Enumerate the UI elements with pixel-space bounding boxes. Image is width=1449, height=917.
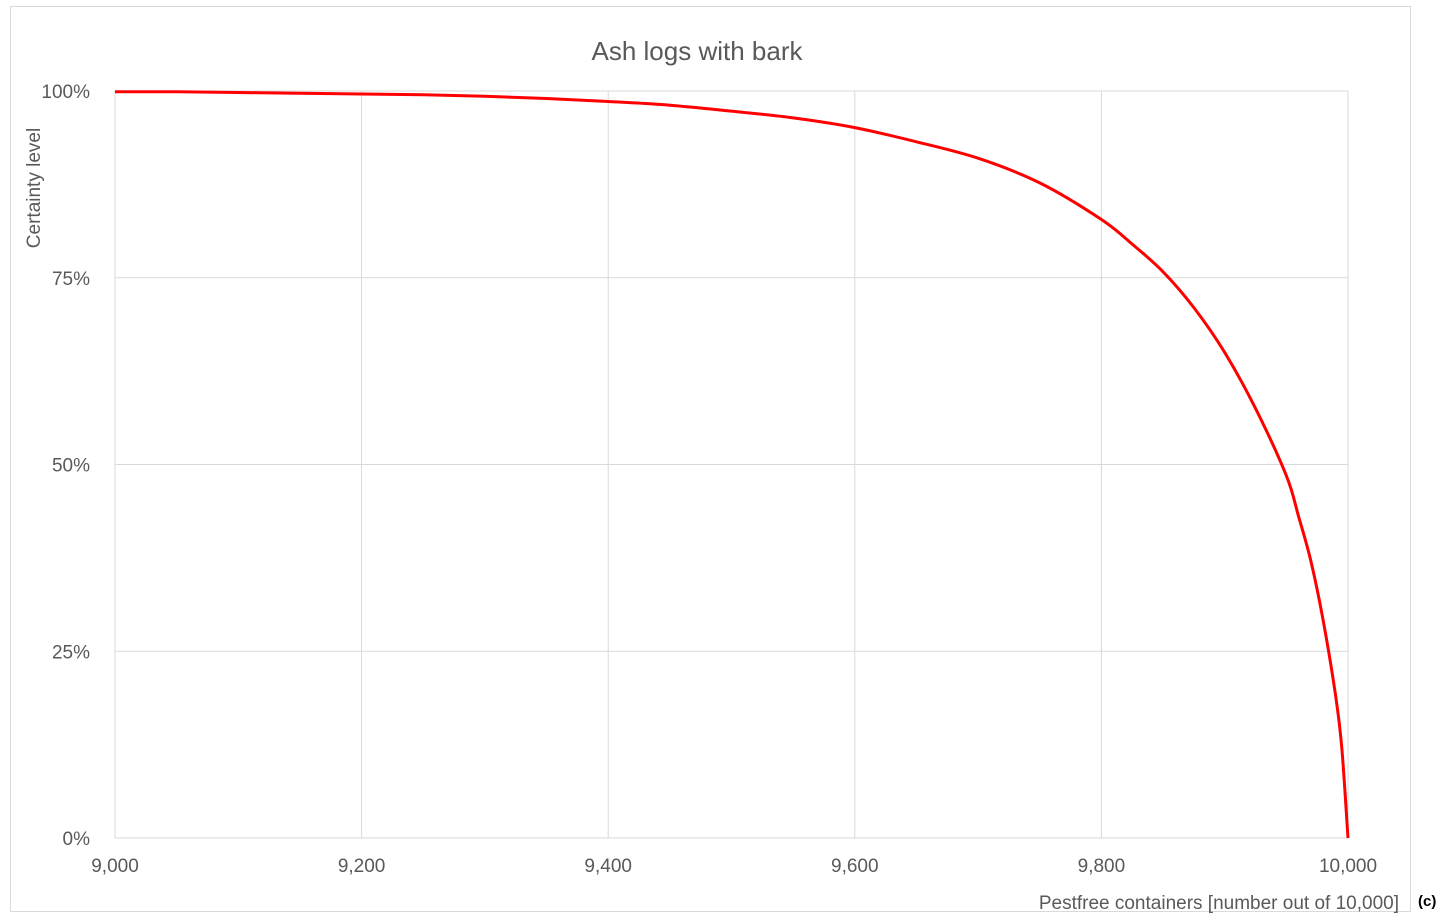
y-tick-label: 100%	[41, 82, 90, 103]
x-tick-label: 10,000	[1319, 856, 1377, 877]
chart-title: Ash logs with bark	[592, 36, 804, 66]
grid-lines	[115, 90, 1349, 838]
y-tick-label: 50%	[52, 456, 90, 477]
x-tick-label: 9,800	[1078, 856, 1126, 877]
y-tick-label: 25%	[52, 642, 90, 663]
panel-label: (c)	[1418, 893, 1437, 910]
x-tick-labels: 9,000 9,200 9,400 9,600 9,800 10,000	[91, 856, 1377, 877]
x-axis-title: Pestfree containers [number out of 10,00…	[1039, 893, 1399, 914]
x-tick-label: 9,000	[91, 856, 139, 877]
y-tick-label: 75%	[52, 269, 90, 290]
axes	[114, 91, 1348, 839]
y-tick-label: 0%	[63, 829, 91, 850]
series-layer	[114, 90, 1350, 839]
y-tick-labels: 0% 25% 50% 75% 100%	[41, 82, 90, 850]
x-tick-label: 9,200	[338, 856, 386, 877]
x-tick-label: 9,400	[584, 856, 632, 877]
chart-frame	[10, 6, 1411, 912]
certainty-series-line	[114, 90, 1350, 839]
y-axis-title: Certainty level	[24, 128, 45, 248]
x-tick-label: 9,600	[831, 856, 879, 877]
